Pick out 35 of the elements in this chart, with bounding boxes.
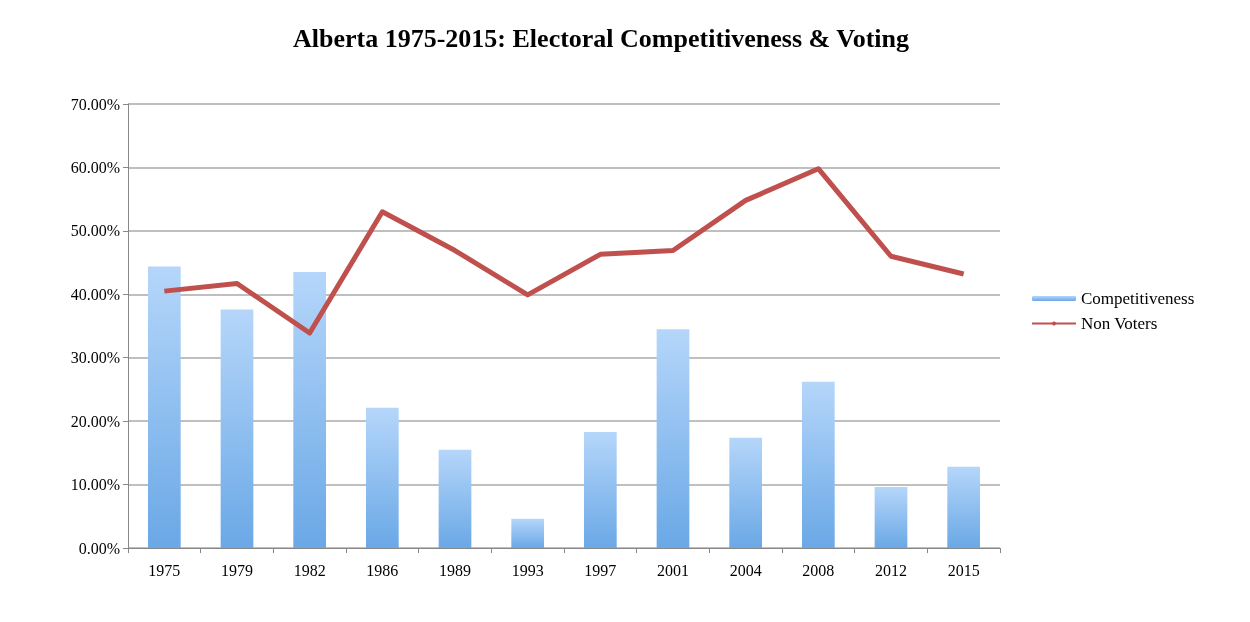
x-tick-label: 1979 — [221, 561, 253, 579]
y-tick-label: 30.00% — [70, 349, 120, 367]
bar — [438, 449, 472, 548]
x-tick-label: 2008 — [802, 561, 835, 579]
y-tick-label: 50.00% — [70, 222, 120, 240]
bar — [801, 381, 835, 548]
x-tick-label: 1997 — [584, 561, 617, 579]
legend-label: Competitiveness — [1081, 289, 1195, 308]
bar — [729, 437, 763, 548]
x-tick-label: 2012 — [875, 561, 907, 579]
y-tick-label: 20.00% — [70, 412, 120, 430]
x-tick-label: 1975 — [148, 561, 181, 579]
x-tick-label: 2001 — [657, 561, 689, 579]
y-tick-label: 70.00% — [70, 95, 120, 113]
legend-label: Non Voters — [1081, 314, 1158, 333]
x-tick-label: 2015 — [947, 561, 980, 579]
bar — [147, 266, 181, 548]
bar — [947, 466, 981, 548]
x-tick-label: 1982 — [293, 561, 326, 579]
bar — [656, 329, 690, 548]
y-tick-label: 40.00% — [70, 285, 120, 303]
y-tick-label: 10.00% — [70, 476, 120, 494]
y-tick-label: 60.00% — [70, 158, 120, 176]
y-tick-label: 0.00% — [78, 539, 120, 557]
x-tick-label: 1993 — [511, 561, 544, 579]
bar — [874, 487, 908, 548]
chart-title: Alberta 1975-2015: Electoral Competitiveness & Voting — [293, 23, 909, 53]
bar — [583, 431, 617, 548]
bar — [365, 407, 399, 548]
x-tick-label: 2004 — [729, 561, 762, 579]
bar — [511, 518, 545, 548]
x-tick-label: 1989 — [439, 561, 471, 579]
bar — [220, 309, 254, 548]
bar — [293, 272, 327, 548]
x-tick-label: 1986 — [366, 561, 399, 579]
